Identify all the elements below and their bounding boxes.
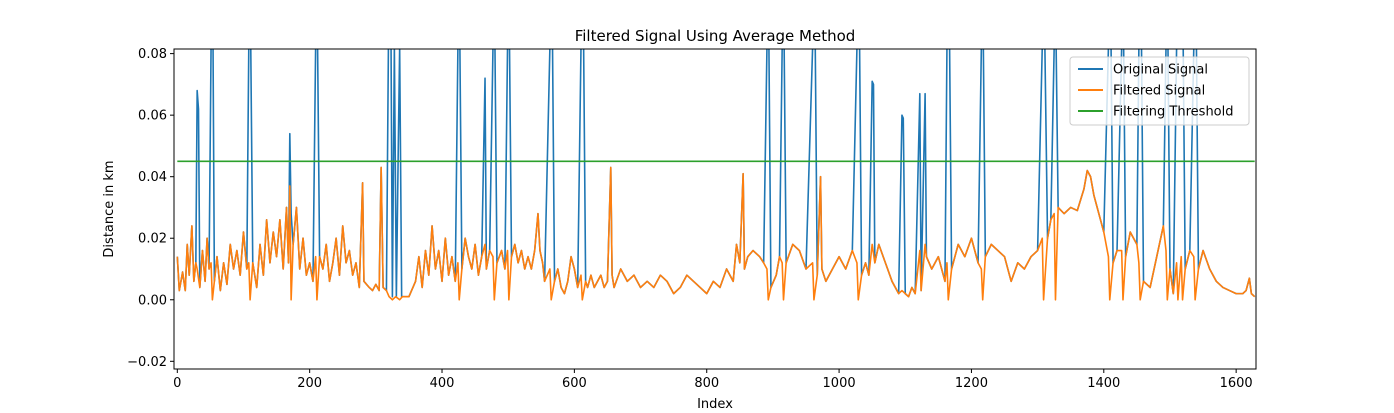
y-ticks: −0.02 0.00 0.02 0.04 0.06 0.08	[127, 47, 174, 370]
x-tick-label: 0	[173, 376, 181, 391]
y-axis-title: Distance in km	[102, 160, 117, 257]
x-tick-label: 1400	[1087, 376, 1120, 391]
y-tick-label: 0.04	[138, 170, 167, 185]
legend-box	[1069, 56, 1250, 126]
legend: Original Signal Filtered Signal Filtering …	[1069, 56, 1250, 126]
x-tick-label: 400	[430, 376, 455, 391]
x-tick-label: 1200	[955, 376, 988, 391]
x-axis-title: Index	[697, 397, 733, 412]
legend-label: Original Signal	[1113, 63, 1208, 78]
series-layer	[176, 49, 1256, 301]
legend-label: Filtering Threshold	[1113, 105, 1234, 120]
y-tick-label: 0.02	[138, 232, 167, 247]
y-tick-label: −0.02	[127, 355, 167, 370]
x-tick-label: 200	[297, 376, 322, 391]
x-ticks: 0 200 400 600 800 1000 1200 1400 1600	[173, 369, 1253, 391]
plot-frame	[173, 48, 1257, 370]
y-tick-label: 0.00	[138, 293, 167, 308]
y-tick-label: 0.06	[138, 109, 167, 124]
x-tick-label: 600	[562, 376, 587, 391]
y-tick-label: 0.08	[138, 47, 167, 62]
x-tick-label: 800	[694, 376, 719, 391]
chart-title: Filtered Signal Using Average Method	[575, 27, 856, 45]
x-tick-label: 1600	[1220, 376, 1253, 391]
legend-label: Filtered Signal	[1113, 84, 1205, 99]
x-tick-label: 1000	[823, 376, 856, 391]
series-line-1	[176, 166, 1256, 301]
